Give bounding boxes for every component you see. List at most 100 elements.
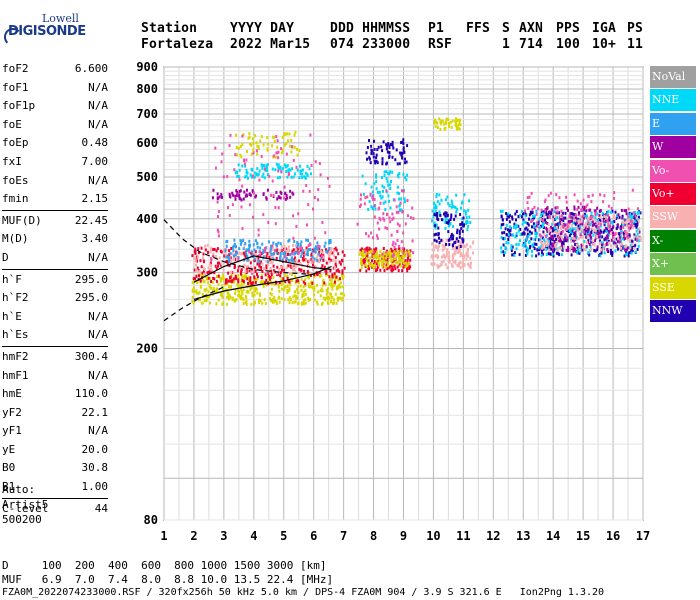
data-point xyxy=(637,215,640,219)
data-point xyxy=(270,247,273,251)
data-point xyxy=(249,276,252,280)
data-point xyxy=(505,217,508,221)
data-point xyxy=(309,247,312,251)
data-point xyxy=(619,235,622,239)
data-point xyxy=(217,274,220,278)
data-point xyxy=(466,228,469,232)
data-point xyxy=(461,263,464,267)
data-point xyxy=(392,254,394,258)
data-point xyxy=(233,238,236,242)
data-point xyxy=(265,255,268,258)
data-point xyxy=(369,161,372,165)
param-value: 110.0 xyxy=(74,387,108,401)
data-point xyxy=(397,260,399,264)
data-point xyxy=(368,251,371,255)
data-point xyxy=(431,209,434,213)
data-point xyxy=(598,235,601,239)
data-point xyxy=(363,248,366,252)
scaled-parameters-panel: foF2 6.600 foF1 N/A foF1p N/A foE N/A foEp 0.48 fx… xyxy=(2,60,108,518)
data-point xyxy=(540,208,543,212)
data-point xyxy=(305,258,308,262)
data-point xyxy=(624,252,627,256)
data-point xyxy=(386,213,389,217)
data-point xyxy=(578,251,581,255)
data-point xyxy=(201,293,204,296)
data-point xyxy=(627,215,630,219)
data-point xyxy=(301,257,304,260)
legend-entry: NoVal xyxy=(650,66,696,88)
data-point xyxy=(267,240,270,244)
data-point xyxy=(411,206,414,210)
data-point xyxy=(233,168,236,172)
data-point xyxy=(533,237,536,241)
data-point xyxy=(628,251,631,255)
data-point xyxy=(452,244,454,248)
data-point xyxy=(286,289,289,292)
data-point xyxy=(335,286,338,290)
data-point xyxy=(408,251,411,255)
data-point xyxy=(439,127,442,131)
data-point xyxy=(547,223,550,227)
data-point xyxy=(373,256,376,259)
data-point xyxy=(391,155,394,159)
data-point xyxy=(519,233,522,237)
data-point xyxy=(444,218,447,222)
data-point xyxy=(558,211,561,215)
data-point xyxy=(365,232,367,236)
data-point xyxy=(616,225,619,229)
data-point xyxy=(288,238,291,242)
data-point xyxy=(505,241,508,245)
data-point xyxy=(434,118,436,122)
data-point xyxy=(531,207,534,211)
data-point xyxy=(636,211,639,215)
data-point xyxy=(224,281,227,285)
data-point xyxy=(460,227,463,230)
data-point xyxy=(216,247,219,251)
data-point xyxy=(631,214,634,218)
data-point xyxy=(555,251,558,255)
data-point xyxy=(528,246,531,250)
data-point xyxy=(594,209,597,213)
data-point xyxy=(242,133,245,137)
data-point xyxy=(387,254,389,258)
data-point xyxy=(257,233,260,237)
data-point xyxy=(403,247,406,251)
data-point xyxy=(612,225,615,229)
data-point xyxy=(616,223,619,227)
data-point xyxy=(204,272,206,276)
data-point xyxy=(553,247,556,251)
data-point xyxy=(277,169,280,173)
data-point xyxy=(553,215,556,218)
data-point xyxy=(618,238,621,242)
data-point xyxy=(445,238,448,242)
data-point xyxy=(458,229,461,233)
data-point xyxy=(283,298,286,301)
data-point xyxy=(390,252,393,256)
data-point xyxy=(264,273,267,277)
data-point xyxy=(406,173,409,177)
param-name: foF1p xyxy=(2,99,36,113)
data-point xyxy=(237,175,240,178)
data-point xyxy=(412,217,415,220)
data-point xyxy=(331,295,334,299)
data-point xyxy=(571,219,573,223)
data-point xyxy=(288,296,291,300)
data-point xyxy=(269,250,272,254)
data-point xyxy=(234,255,237,258)
data-point xyxy=(553,218,556,222)
data-point xyxy=(217,210,220,214)
data-point xyxy=(599,254,602,258)
data-point xyxy=(390,233,393,237)
data-point xyxy=(239,189,242,193)
data-point xyxy=(546,222,549,225)
data-point xyxy=(446,248,448,252)
data-point xyxy=(579,222,582,226)
data-point xyxy=(358,252,361,256)
data-point xyxy=(368,261,370,265)
data-point xyxy=(454,214,457,218)
data-point xyxy=(448,251,450,255)
data-point xyxy=(290,258,293,262)
data-point xyxy=(205,299,208,303)
data-point xyxy=(240,272,242,276)
data-point xyxy=(399,260,402,264)
